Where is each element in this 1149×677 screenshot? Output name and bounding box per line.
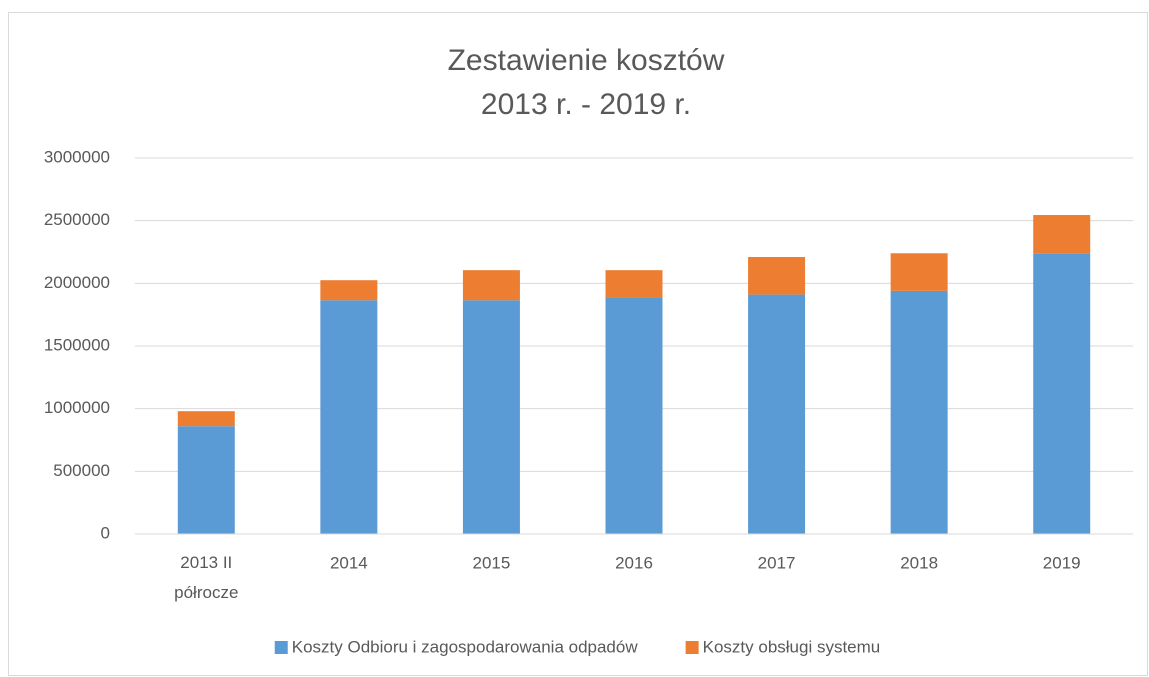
x-tick-label: 2014 xyxy=(330,553,368,572)
bar-segment xyxy=(605,297,663,534)
y-tick-label: 1500000 xyxy=(44,335,110,354)
y-tick-label: 3000000 xyxy=(44,147,110,166)
legend-label: Koszty Odbioru i zagospodarowania odpadó… xyxy=(292,637,639,656)
chart-frame xyxy=(8,12,1148,676)
bar-segment xyxy=(177,426,235,534)
x-tick-label: 2013 II półrocze xyxy=(174,553,238,602)
bar-segment xyxy=(605,270,663,298)
x-tick-label: 2018 xyxy=(900,553,938,572)
legend-swatch xyxy=(685,641,699,654)
bar-segment xyxy=(462,270,520,301)
bar-segment xyxy=(1033,253,1091,534)
x-tick-label: 2015 xyxy=(473,553,511,572)
bar-segment xyxy=(748,294,806,534)
bar-segment xyxy=(177,411,235,427)
chart-title: Zestawienie kosztów xyxy=(448,44,725,77)
bar-segment xyxy=(320,300,378,534)
y-tick-label: 2000000 xyxy=(44,273,110,292)
legend-swatch xyxy=(274,641,288,654)
bar-segment xyxy=(890,253,948,291)
chart-subtitle: 2013 r. - 2019 r. xyxy=(481,88,691,121)
bar-segment xyxy=(320,280,378,301)
x-tick-label: 2016 xyxy=(615,553,653,572)
bar-segment xyxy=(748,257,806,295)
bar-segment xyxy=(1033,215,1091,254)
y-tick-label: 2500000 xyxy=(44,210,110,229)
legend-label: Koszty obsługi systemu xyxy=(703,637,881,656)
bar-segment xyxy=(462,300,520,534)
x-tick-label: 2017 xyxy=(758,553,796,572)
y-tick-label: 500000 xyxy=(53,461,110,480)
x-tick-label: 2019 xyxy=(1043,553,1081,572)
bar-segment xyxy=(890,290,948,534)
y-tick-label: 0 xyxy=(101,523,110,542)
y-tick-label: 1000000 xyxy=(44,398,110,417)
